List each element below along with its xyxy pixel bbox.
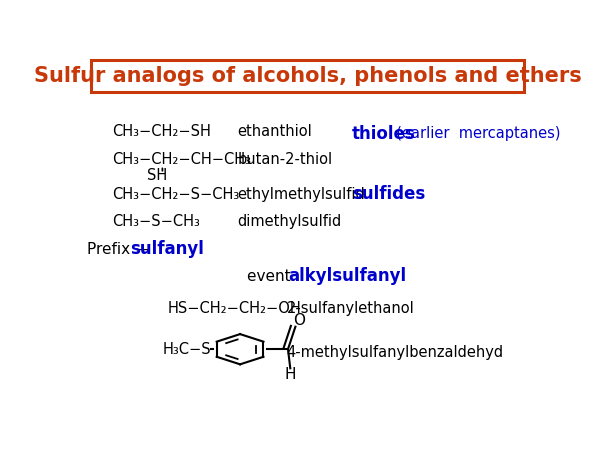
Text: H₃C−S: H₃C−S	[162, 342, 211, 357]
Text: CH₃−CH₂−S−CH₃: CH₃−CH₂−S−CH₃	[112, 187, 239, 202]
Text: CH₃−CH₂−SH: CH₃−CH₂−SH	[112, 125, 211, 140]
Text: SH: SH	[147, 168, 167, 184]
Text: 4-methylsulfanylbenzaldehyd: 4-methylsulfanylbenzaldehyd	[287, 345, 504, 360]
Text: HS−CH₂−CH₂−OH: HS−CH₂−CH₂−OH	[168, 301, 302, 316]
FancyBboxPatch shape	[91, 60, 524, 92]
Text: event.: event.	[247, 269, 301, 284]
Text: (earlier  mercaptanes): (earlier mercaptanes)	[388, 126, 561, 141]
Text: thioles: thioles	[352, 125, 415, 143]
Text: Sulfur analogs of alcohols, phenols and ethers: Sulfur analogs of alcohols, phenols and …	[34, 66, 581, 86]
Text: sulfanyl: sulfanyl	[130, 240, 204, 258]
Text: O: O	[293, 313, 305, 328]
Text: CH₃−CH₂−CH−CH₃: CH₃−CH₂−CH−CH₃	[112, 152, 251, 167]
Text: alkylsulfanyl: alkylsulfanyl	[288, 267, 406, 285]
Text: 2-sulfanylethanol: 2-sulfanylethanol	[287, 301, 415, 316]
Text: ethanthiol: ethanthiol	[238, 125, 313, 140]
Text: Prefix ––: Prefix ––	[86, 242, 155, 256]
Text: butan-2-thiol: butan-2-thiol	[238, 152, 333, 167]
Text: H: H	[284, 367, 296, 382]
Text: dimethylsulfid: dimethylsulfid	[238, 213, 342, 229]
Text: CH₃−S−CH₃: CH₃−S−CH₃	[112, 213, 200, 229]
Text: ethylmethylsulfid: ethylmethylsulfid	[238, 187, 365, 202]
Text: sulfides: sulfides	[352, 185, 425, 203]
